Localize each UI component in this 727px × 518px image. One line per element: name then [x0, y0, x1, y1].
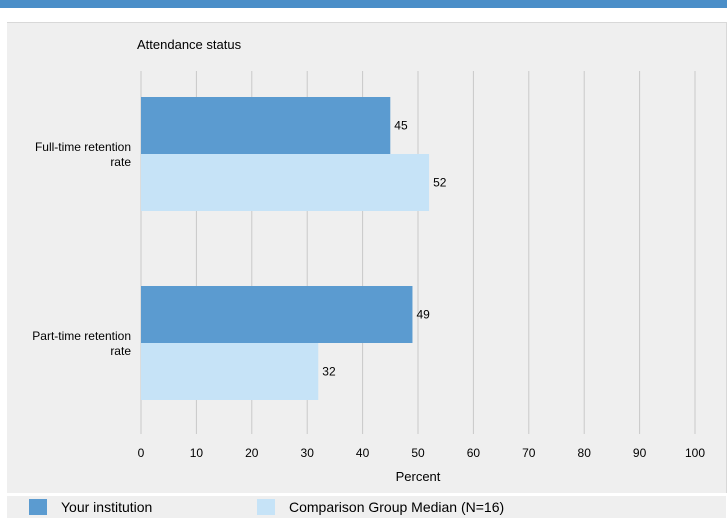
x-tick-label: 90: [633, 446, 647, 460]
bar: [141, 154, 430, 211]
x-tick-label: 20: [245, 446, 259, 460]
chart-title: Attendance status: [137, 37, 242, 52]
bar: [141, 97, 391, 154]
legend-swatch: [29, 499, 47, 515]
data-label: 32: [322, 365, 336, 379]
legend: Your institution Comparison Group Median…: [7, 496, 726, 518]
data-label: 45: [394, 119, 408, 133]
x-tick-label: 100: [685, 446, 705, 460]
category-label: Part-time retention rate: [32, 329, 131, 358]
bar-chart: Attendance status 45 52 49 32 Full-time ret…: [32, 37, 706, 484]
x-tick-label: 10: [190, 446, 204, 460]
top-accent-bar: [0, 0, 727, 8]
bars: [141, 97, 430, 400]
category-label: Full-time retention rate: [35, 140, 131, 169]
x-tick-label: 50: [411, 446, 425, 460]
legend-item-comparison-group: Comparison Group Median (N=16): [257, 496, 504, 518]
data-label: 52: [433, 176, 447, 190]
x-tick-label: 0: [138, 446, 145, 460]
legend-label: Comparison Group Median (N=16): [289, 499, 505, 515]
x-axis-label: Percent: [396, 469, 441, 484]
bar: [141, 343, 319, 400]
x-tick-label: 70: [522, 446, 536, 460]
legend-item-your-institution: Your institution: [29, 496, 152, 518]
legend-label: Your institution: [61, 499, 153, 515]
data-label: 49: [416, 308, 430, 322]
x-tick-labels: 0 10 20 30 40 50 60 70 80 90 100: [138, 446, 706, 460]
x-tick-label: 30: [301, 446, 315, 460]
data-labels: 45 52 49 32: [322, 119, 446, 379]
legend-swatch: [257, 499, 275, 515]
x-tick-label: 80: [578, 446, 592, 460]
chart-panel: Attendance status 45 52 49 32 Full-time ret…: [7, 22, 727, 493]
category-labels: Full-time retention rate Part-time retenti…: [32, 140, 131, 358]
bar: [141, 286, 413, 343]
x-tick-label: 60: [467, 446, 481, 460]
x-tick-label: 40: [356, 446, 370, 460]
